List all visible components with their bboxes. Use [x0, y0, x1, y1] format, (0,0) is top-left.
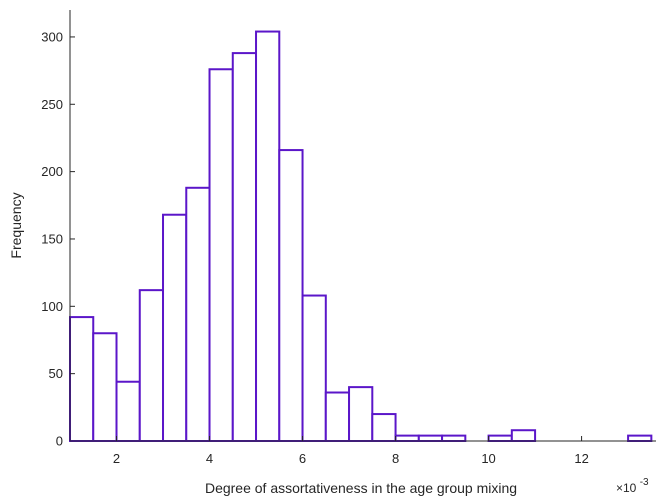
x-tick-label: 12	[574, 451, 588, 466]
histogram-bar	[394, 434, 420, 442]
histogram-bar	[278, 149, 304, 442]
y-tick-label: 150	[41, 231, 63, 246]
x-tick-label: 10	[481, 451, 495, 466]
histogram-bar	[627, 434, 653, 442]
histogram-bar	[487, 434, 513, 442]
x-tick-label: 8	[392, 451, 399, 466]
x-axis-exponent-power: -3	[640, 477, 649, 488]
x-axis-exponent-base: ×10	[616, 481, 637, 495]
histogram-bar	[69, 316, 95, 442]
histogram-bar	[208, 68, 234, 442]
y-tick-label: 50	[49, 366, 63, 381]
histogram-bar	[162, 213, 188, 442]
histogram-bar	[324, 391, 351, 443]
histogram-bar	[371, 413, 397, 442]
x-tick-label: 6	[299, 451, 306, 466]
histogram-bar	[231, 52, 258, 442]
histogram-bar	[185, 186, 211, 442]
y-axis-ticks: 0 50 100 150 200 250 300	[41, 29, 75, 449]
histogram-bar	[417, 434, 444, 442]
chart-axes	[69, 10, 656, 442]
y-axis-label: Frequency	[8, 192, 24, 258]
y-tick-label: 300	[41, 29, 63, 44]
y-tick-label: 100	[41, 299, 63, 314]
y-tick-label: 0	[56, 434, 63, 449]
x-axis-label: Degree of assortativeness in the age gro…	[205, 480, 517, 496]
histogram-bar	[138, 289, 165, 442]
histogram-bar	[510, 429, 537, 443]
histogram-bar	[441, 434, 467, 442]
histogram-bar	[301, 294, 327, 442]
histogram-bar	[348, 386, 374, 442]
histogram-bars	[69, 30, 653, 443]
x-tick-label: 4	[206, 451, 213, 466]
histogram-bar	[115, 380, 141, 442]
y-tick-label: 250	[41, 97, 63, 112]
x-axis-exponent-label: ×10 -3	[616, 477, 649, 495]
histogram-bar	[92, 332, 118, 442]
histogram-bar	[255, 30, 281, 443]
x-tick-label: 2	[113, 451, 120, 466]
y-tick-label: 200	[41, 164, 63, 179]
x-axis-ticks: 2 4 6 8 10 12	[113, 436, 589, 466]
